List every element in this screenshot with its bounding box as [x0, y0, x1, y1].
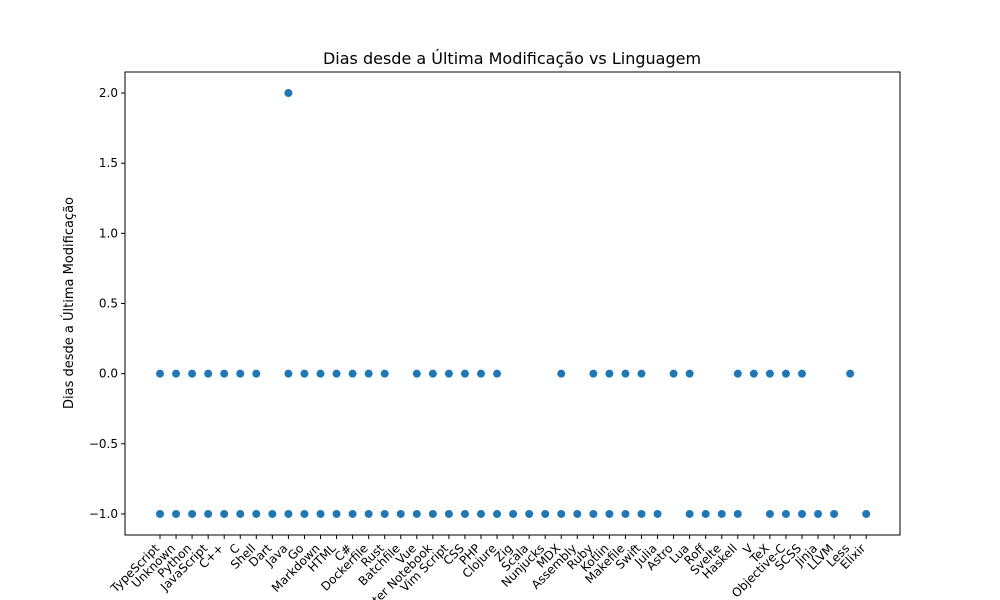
data-point [749, 369, 758, 378]
data-point [268, 509, 277, 518]
data-point [444, 509, 453, 518]
data-point [204, 369, 213, 378]
data-point [300, 369, 309, 378]
data-point [220, 509, 229, 518]
plot-frame [124, 71, 901, 536]
data-point [765, 369, 774, 378]
data-point [781, 509, 790, 518]
data-point [220, 369, 229, 378]
data-point [637, 369, 646, 378]
data-point [605, 509, 614, 518]
data-point [332, 509, 341, 518]
data-point [332, 369, 341, 378]
data-point [605, 369, 614, 378]
data-point [846, 369, 855, 378]
data-point [685, 369, 694, 378]
data-point [236, 509, 245, 518]
data-point [380, 509, 389, 518]
y-tick-label: −1.0 [89, 507, 118, 521]
data-point [862, 509, 871, 518]
y-tick-label: 1.5 [99, 156, 118, 170]
data-point [156, 369, 164, 378]
data-point [477, 369, 485, 378]
data-point [685, 509, 694, 518]
data-point [236, 369, 245, 378]
data-point [252, 509, 261, 518]
data-point [316, 369, 325, 378]
data-point [460, 509, 469, 518]
data-point [348, 509, 357, 518]
data-point [509, 509, 518, 518]
data-point [717, 509, 726, 518]
data-point [380, 369, 389, 378]
y-tick-label: 2.0 [99, 86, 118, 100]
data-point [621, 369, 630, 378]
data-point [589, 369, 598, 378]
data-point [284, 509, 293, 518]
data-point [525, 509, 534, 518]
data-point [621, 509, 630, 518]
y-axis-ticks: −1.0 −0.5 0.0 0.5 1.0 1.5 2.0 [89, 86, 125, 521]
data-point [733, 509, 742, 518]
y-tick-label: 1.0 [99, 226, 118, 240]
chart-title: Dias desde a Última Modificação vs Lingu… [323, 49, 701, 68]
data-point [765, 509, 774, 518]
data-point [830, 509, 839, 518]
data-point [284, 369, 293, 378]
data-point [781, 369, 790, 378]
y-tick-label: 0.0 [99, 367, 118, 381]
data-point [252, 369, 261, 378]
data-point [412, 369, 421, 378]
data-point [316, 509, 325, 518]
data-point [653, 509, 662, 518]
data-point [573, 509, 582, 518]
y-tick-label: −0.5 [89, 437, 118, 451]
y-tick-label: 0.5 [99, 297, 118, 311]
data-point [669, 369, 678, 378]
data-point [557, 369, 566, 378]
data-point [188, 369, 197, 378]
data-point [460, 369, 469, 378]
data-point [637, 509, 646, 518]
data-point [477, 509, 485, 518]
data-point [412, 509, 421, 518]
data-point [814, 509, 823, 518]
data-point [541, 509, 550, 518]
data-point [701, 509, 710, 518]
data-point [204, 509, 213, 518]
data-point [733, 369, 742, 378]
data-point [300, 509, 309, 518]
data-point [348, 369, 357, 378]
data-point [156, 509, 164, 518]
data-points [156, 89, 871, 518]
data-point [493, 369, 502, 378]
data-point [364, 369, 373, 378]
data-point [364, 509, 373, 518]
data-point [557, 509, 566, 518]
y-axis-label: Dias desde a Última Modificação [61, 197, 77, 409]
data-point [284, 89, 293, 98]
data-point [188, 509, 197, 518]
data-point [172, 509, 181, 518]
data-point [589, 509, 598, 518]
data-point [493, 509, 502, 518]
data-point [444, 369, 453, 378]
data-point [396, 509, 405, 518]
data-point [798, 509, 806, 518]
data-point [798, 369, 806, 378]
data-point [428, 369, 437, 378]
data-point [428, 509, 437, 518]
data-point [172, 369, 181, 378]
